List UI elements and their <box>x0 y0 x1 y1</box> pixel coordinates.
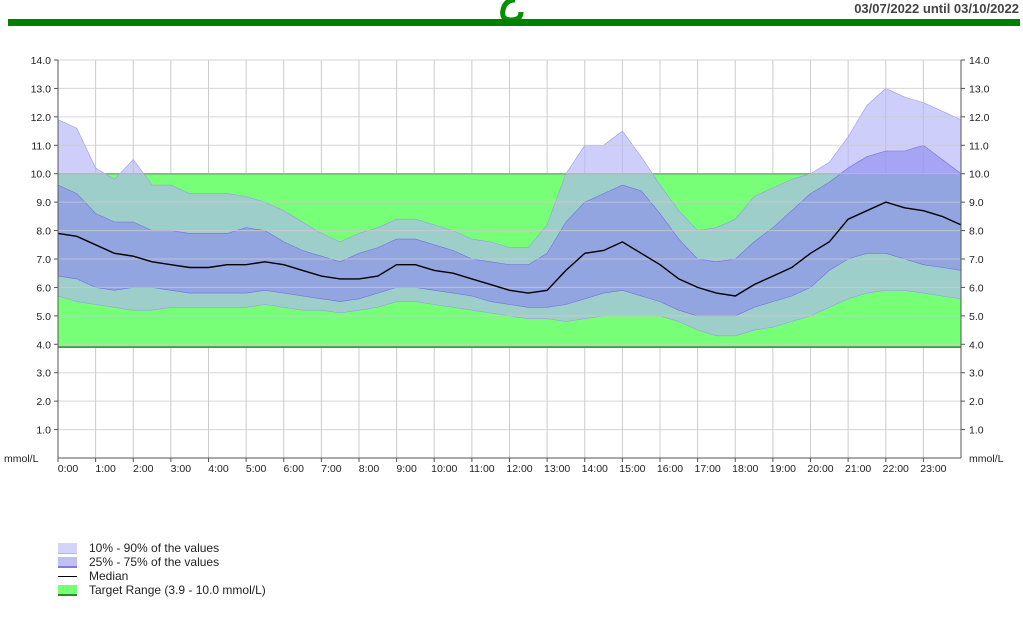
y-tick-label-left: 4.0 <box>36 339 51 351</box>
x-tick-label: 21:00 <box>845 463 871 475</box>
x-tick-label: 23:00 <box>920 463 946 475</box>
y-tick-label-left: 11.0 <box>31 140 51 152</box>
y-tick-label-right: 9.0 <box>969 197 984 209</box>
y-tick-label-right: 8.0 <box>969 226 984 238</box>
median-series <box>57 201 962 297</box>
y-unit-left: mmol/L <box>4 453 39 465</box>
x-tick-label: 17:00 <box>694 463 720 475</box>
x-tick-label: 10:00 <box>431 463 457 475</box>
x-tick-label: 11:00 <box>469 463 495 475</box>
x-tick-label: 1:00 <box>95 463 116 475</box>
legend-item-outer: 10% - 90% of the values <box>58 541 266 555</box>
y-tick-label-right: 6.0 <box>969 282 984 294</box>
date-range: 03/07/2022 until 03/10/2022 <box>854 1 1019 16</box>
y-unit-right: mmol/L <box>969 453 1004 465</box>
x-tick-label: 18:00 <box>732 463 758 475</box>
tick-labels: 1.0 1.0 2.0 2.0 3.0 3.0 4.0 4.0 5.0 5.0 6.0 6.0 7.0 7… <box>4 55 1004 475</box>
x-tick-label: 3:00 <box>171 463 192 475</box>
y-tick-label-right: 10.0 <box>969 169 990 181</box>
y-tick-label-right: 11.0 <box>969 140 989 152</box>
y-tick-label-right: 14.0 <box>969 55 990 67</box>
plot-frame <box>54 59 965 462</box>
y-tick-label-left: 3.0 <box>36 368 51 380</box>
x-tick-label: 7:00 <box>321 463 342 475</box>
x-tick-label: 22:00 <box>883 463 909 475</box>
x-tick-label: 2:00 <box>133 463 154 475</box>
legend-item-median: Median <box>58 569 266 583</box>
y-tick-label-left: 7.0 <box>36 254 51 266</box>
median-line <box>57 201 962 297</box>
title-fragment <box>455 0 570 20</box>
median-line-icon <box>58 575 77 577</box>
y-tick-label-left: 1.0 <box>36 425 51 437</box>
y-tick-label-right: 7.0 <box>969 254 984 266</box>
y-tick-label-left: 2.0 <box>36 396 51 408</box>
swatch-outer-icon <box>58 542 77 554</box>
y-tick-label-left: 13.0 <box>31 83 52 95</box>
x-tick-label: 13:00 <box>544 463 570 475</box>
x-tick-label: 16:00 <box>657 463 683 475</box>
y-tick-label-left: 12.0 <box>31 112 52 124</box>
legend-label-outer: 10% - 90% of the values <box>89 541 220 555</box>
y-tick-label-right: 13.0 <box>969 83 990 95</box>
percentile-chart: 1.0 1.0 2.0 2.0 3.0 3.0 4.0 4.0 5.0 5.0 6.0 6.0 7.0 7… <box>4 55 1004 475</box>
legend-item-target: Target Range (3.9 - 10.0 mmol/L) <box>58 583 266 597</box>
grid-horizontal <box>58 59 961 431</box>
swatch-target-icon <box>58 584 77 596</box>
swatch-inner-icon <box>58 556 77 568</box>
y-tick-label-right: 3.0 <box>969 368 984 380</box>
y-tick-label-left: 6.0 <box>36 282 51 294</box>
y-tick-label-left: 14.0 <box>31 55 52 67</box>
y-tick-label-right: 1.0 <box>969 425 984 437</box>
y-tick-label-left: 5.0 <box>36 311 51 323</box>
x-tick-label: 20:00 <box>807 463 833 475</box>
y-tick-label-right: 12.0 <box>969 112 990 124</box>
legend-label-inner: 25% - 75% of the values <box>89 555 220 569</box>
x-tick-label: 15:00 <box>619 463 645 475</box>
title-glyph-fragment <box>500 0 524 20</box>
y-tick-label-left: 10.0 <box>31 169 52 181</box>
x-tick-label: 5:00 <box>246 463 267 475</box>
x-tick-label: 6:00 <box>284 463 305 475</box>
x-tick-label: 4:00 <box>208 463 229 475</box>
legend-label-median: Median <box>89 569 129 583</box>
x-tick-label: 14:00 <box>582 463 608 475</box>
y-tick-label-right: 4.0 <box>969 339 984 351</box>
x-tick-label: 0:00 <box>58 463 79 475</box>
x-tick-label: 9:00 <box>396 463 417 475</box>
x-tick-label: 12:00 <box>506 463 532 475</box>
y-tick-label-right: 5.0 <box>969 311 984 323</box>
title-rule <box>8 19 1020 26</box>
y-tick-label-right: 2.0 <box>969 396 984 408</box>
y-tick-label-left: 9.0 <box>36 197 51 209</box>
x-tick-label: 8:00 <box>359 463 380 475</box>
x-tick-label: 19:00 <box>770 463 796 475</box>
y-tick-label-left: 8.0 <box>36 226 51 238</box>
legend-item-inner: 25% - 75% of the values <box>58 555 266 569</box>
legend-label-target: Target Range (3.9 - 10.0 mmol/L) <box>89 583 266 597</box>
legend: 10% - 90% of the values 25% - 75% of the… <box>58 541 266 597</box>
